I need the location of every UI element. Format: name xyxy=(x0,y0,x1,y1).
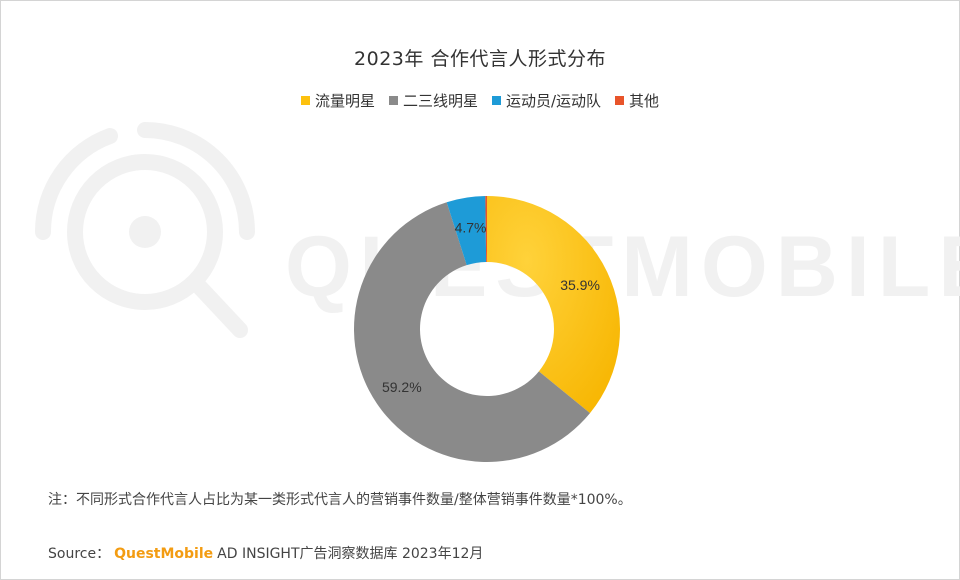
legend-swatch xyxy=(388,96,398,105)
source-prefix: Source： xyxy=(48,546,111,562)
source-line: Source： QuestMobile AD INSIGHT广告洞察数据库 20… xyxy=(48,543,483,563)
slice-ersanxian-star xyxy=(354,202,591,462)
legend-label: 其他 xyxy=(629,92,660,110)
source-brand: QuestMobile xyxy=(114,546,214,562)
slice-other xyxy=(485,196,487,263)
legend-swatch xyxy=(615,96,625,105)
slice-value-label: 59.2% xyxy=(382,379,422,395)
legend-item-athlete: 运动员/运动队 xyxy=(491,90,602,111)
legend-label: 二三线明星 xyxy=(402,92,478,110)
legend-swatch xyxy=(491,96,501,105)
slice-liuliang-star xyxy=(487,196,620,414)
chart-title: 2023年 合作代言人形式分布 xyxy=(354,48,606,70)
slice-value-label: 4.7% xyxy=(455,219,487,235)
legend-item-liuliang: 流量明星 xyxy=(300,90,375,111)
legend-swatch xyxy=(300,96,310,105)
slice-athlete xyxy=(446,196,487,266)
legend-label: 运动员/运动队 xyxy=(505,92,602,110)
legend-item-ersanxian: 二三线明星 xyxy=(388,90,478,111)
slice-value-label: 35.9% xyxy=(560,277,600,293)
source-text: AD INSIGHT广告洞察数据库 2023年12月 xyxy=(217,546,484,562)
legend-label: 流量明星 xyxy=(314,92,375,110)
legend-item-other: 其他 xyxy=(615,90,659,111)
chart-legend: 流量明星 二三线明星 运动员/运动队 其他 xyxy=(0,90,960,111)
footnote: 注：不同形式合作代言人占比为某一类形式代言人的营销事件数量/整体营销事件数量*1… xyxy=(48,492,632,508)
